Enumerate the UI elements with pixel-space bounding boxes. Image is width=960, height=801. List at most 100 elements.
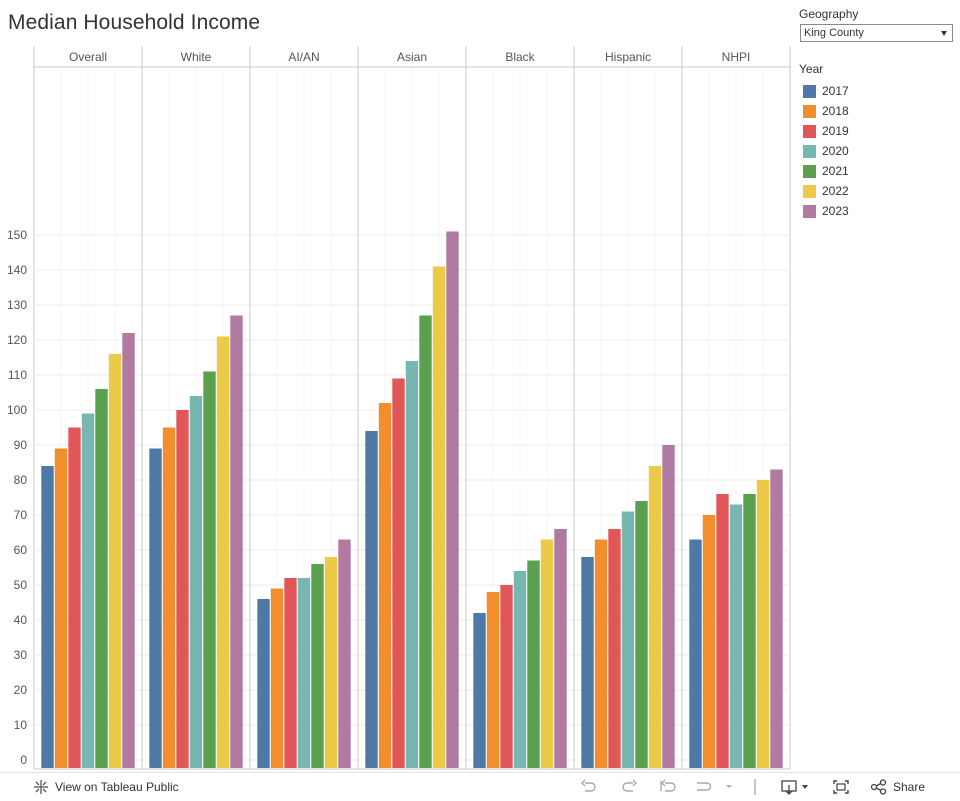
view-on-tableau-link[interactable]: View on Tableau Public (55, 780, 179, 794)
panel-header-aian: AI/AN (288, 50, 319, 64)
legend-swatch (803, 144, 816, 158)
bar-black-2020[interactable] (513, 571, 527, 768)
bar-overall-2021[interactable] (95, 389, 108, 768)
bar-aian-2020[interactable] (297, 578, 311, 768)
bar-white-2019[interactable] (176, 410, 189, 768)
bar-asian-2018[interactable] (378, 403, 392, 768)
bar-aian-2023[interactable] (338, 539, 351, 769)
tableau-logo-icon[interactable] (33, 779, 49, 800)
legend-title: Year (799, 62, 824, 76)
bar-nhpi-2018[interactable] (702, 515, 716, 768)
panel-header-black: Black (505, 50, 535, 64)
legend-swatch (803, 124, 816, 138)
bar-white-2017[interactable] (149, 448, 162, 769)
bar-black-2019[interactable] (500, 585, 513, 768)
bar-hispanic-2023[interactable] (662, 445, 675, 768)
bar-aian-2018[interactable] (270, 588, 284, 769)
bar-white-2022[interactable] (216, 336, 230, 769)
bar-black-2021[interactable] (527, 560, 540, 769)
bar-hispanic-2018[interactable] (594, 539, 608, 769)
bar-asian-2020[interactable] (405, 361, 419, 768)
undo-icon[interactable] (580, 779, 598, 800)
bar-asian-2019[interactable] (392, 378, 405, 769)
redo-icon[interactable] (620, 779, 638, 800)
y-tick-label: 100 (7, 403, 27, 417)
bar-hispanic-2022[interactable] (648, 466, 662, 768)
bar-overall-2023[interactable] (122, 333, 135, 768)
legend-item-2022[interactable]: 2022 (803, 181, 849, 201)
legend-label: 2022 (822, 184, 849, 198)
y-tick-label: 90 (14, 438, 28, 452)
bar-nhpi-2019[interactable] (716, 494, 729, 768)
legend-item-2019[interactable]: 2019 (803, 121, 849, 141)
bar-overall-2019[interactable] (68, 427, 81, 769)
bar-black-2022[interactable] (540, 539, 554, 769)
bar-overall-2018[interactable] (54, 448, 68, 769)
share-icon[interactable] (870, 779, 888, 800)
y-tick-label: 80 (14, 473, 28, 487)
legend-swatch (803, 84, 816, 98)
bar-hispanic-2017[interactable] (581, 557, 594, 768)
y-tick-label: 60 (14, 543, 28, 557)
bar-asian-2017[interactable] (365, 431, 378, 768)
y-tick-label: 0 (20, 753, 27, 767)
y-tick-label: 150 (7, 228, 27, 242)
panel-header-hispanic: Hispanic (605, 50, 651, 64)
legend-label: 2018 (822, 104, 849, 118)
legend-label: 2019 (822, 124, 849, 138)
bar-hispanic-2019[interactable] (608, 529, 621, 768)
legend-item-2023[interactable]: 2023 (803, 201, 849, 221)
bar-overall-2020[interactable] (81, 413, 95, 769)
bar-aian-2021[interactable] (311, 564, 324, 768)
y-tick-label: 20 (14, 683, 28, 697)
year-legend: 2017 2018 2019 2020 2021 2022 2023 (803, 81, 849, 221)
bar-nhpi-2023[interactable] (770, 469, 783, 769)
legend-item-2017[interactable]: 2017 (803, 81, 849, 101)
bar-hispanic-2020[interactable] (621, 511, 635, 769)
panel-header-white: White (181, 50, 212, 64)
bar-white-2020[interactable] (189, 396, 203, 768)
bar-hispanic-2021[interactable] (635, 501, 648, 768)
legend-swatch (803, 204, 816, 218)
bar-aian-2022[interactable] (324, 557, 338, 768)
bar-nhpi-2022[interactable] (756, 480, 770, 768)
tableau-toolbar: View on Tableau Public Share (0, 772, 960, 801)
bar-black-2017[interactable] (473, 613, 486, 768)
bar-aian-2019[interactable] (284, 578, 297, 768)
y-tick-label: 40 (14, 613, 28, 627)
bar-black-2018[interactable] (486, 592, 500, 768)
bar-asian-2022[interactable] (432, 266, 446, 769)
dropdown-caret-icon[interactable] (941, 31, 947, 36)
bar-white-2021[interactable] (203, 371, 216, 769)
bar-white-2023[interactable] (230, 315, 243, 769)
bar-nhpi-2017[interactable] (689, 539, 702, 769)
bar-black-2023[interactable] (554, 529, 567, 768)
bar-overall-2022[interactable] (108, 354, 122, 768)
toolbar-divider (754, 779, 756, 800)
share-button[interactable]: Share (893, 780, 926, 794)
panel-header-asian: Asian (397, 50, 427, 64)
bar-aian-2017[interactable] (257, 599, 270, 768)
refresh-icon[interactable] (695, 779, 733, 800)
bar-chart: 0 10 20 30 40 50 60 70 80 90 100 110 120 130 140 150 Ove… (7, 46, 791, 770)
bar-nhpi-2020[interactable] (729, 504, 743, 769)
y-tick-label: 130 (7, 298, 27, 312)
bar-asian-2023[interactable] (446, 231, 459, 769)
bar-nhpi-2021[interactable] (743, 494, 756, 768)
legend-label: 2023 (822, 204, 849, 218)
bar-overall-2017[interactable] (41, 466, 54, 768)
legend-swatch (803, 104, 816, 118)
bar-white-2018[interactable] (162, 427, 176, 769)
legend-item-2020[interactable]: 2020 (803, 141, 849, 161)
chart-title: Median Household Income (8, 11, 261, 34)
geography-dropdown[interactable]: King County (800, 24, 953, 42)
legend-item-2018[interactable]: 2018 (803, 101, 849, 121)
fullscreen-icon[interactable] (832, 779, 850, 800)
legend-item-2021[interactable]: 2021 (803, 161, 849, 181)
geography-filter-label: Geography (799, 7, 859, 21)
bar-asian-2021[interactable] (419, 315, 432, 769)
revert-icon[interactable] (658, 779, 678, 800)
geography-selected-value: King County (804, 27, 864, 39)
legend-swatch (803, 184, 816, 198)
download-icon[interactable] (780, 779, 812, 800)
